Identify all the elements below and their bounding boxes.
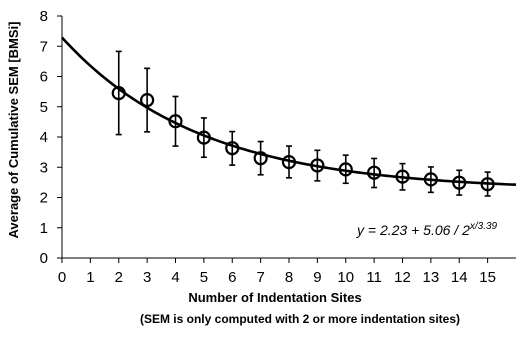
- x-axis-note: (SEM is only computed with 2 or more ind…: [140, 312, 460, 326]
- data-point: [395, 169, 410, 184]
- data-point: [367, 165, 382, 180]
- x-tick-label: 10: [337, 269, 354, 286]
- y-tick-label: 6: [40, 69, 48, 86]
- data-point: [168, 114, 183, 129]
- error-bars: [115, 50, 491, 197]
- data-point: [310, 158, 325, 173]
- data-point: [480, 177, 495, 192]
- data-point: [140, 92, 155, 108]
- y-tick-label: 1: [40, 220, 48, 237]
- x-axis-ticks: 0 1 2 3 4 5 6 7 8 9 10 11 12 13 14 15: [58, 258, 496, 286]
- x-tick-label: 12: [394, 269, 411, 286]
- x-tick-label: 13: [423, 269, 440, 286]
- fit-equation-exponent: x/3.39: [469, 221, 498, 232]
- x-tick-label: 3: [143, 269, 151, 286]
- x-tick-label: 0: [58, 269, 66, 286]
- x-tick-label: 5: [200, 269, 208, 286]
- data-points: [111, 86, 495, 192]
- fit-equation-main: y = 2.23 + 5.06 / 2: [356, 222, 470, 238]
- data-point: [338, 162, 353, 177]
- data-point: [111, 86, 126, 101]
- y-tick-label: 0: [40, 250, 48, 267]
- data-point: [423, 172, 438, 187]
- data-point: [196, 130, 211, 145]
- data-point: [253, 151, 268, 166]
- y-axis-ticks: 0 1 2 3 4 5 6 7 8: [40, 8, 62, 267]
- x-tick-label: 15: [479, 269, 496, 286]
- fit-equation: y = 2.23 + 5.06 / 2x/3.39: [356, 221, 498, 238]
- x-tick-label: 9: [313, 269, 321, 286]
- y-tick-label: 8: [40, 8, 48, 25]
- x-tick-label: 8: [285, 269, 293, 286]
- x-tick-label: 7: [256, 269, 264, 286]
- y-tick-label: 7: [40, 38, 48, 55]
- data-point: [281, 155, 297, 170]
- x-tick-label: 11: [366, 269, 382, 286]
- y-tick-label: 2: [40, 190, 48, 207]
- y-axis-label: Average of Cumulative SEM [BMSi]: [6, 22, 21, 239]
- x-axis-label: Number of Indentation Sites: [188, 290, 361, 305]
- x-tick-label: 4: [171, 269, 179, 286]
- x-tick-label: 14: [451, 269, 468, 286]
- data-point: [452, 175, 467, 190]
- x-tick-label: 1: [86, 269, 94, 286]
- y-tick-label: 5: [40, 99, 48, 116]
- data-point: [225, 141, 240, 156]
- x-tick-label: 2: [115, 269, 123, 286]
- y-tick-label: 4: [40, 129, 48, 146]
- x-tick-label: 6: [228, 269, 236, 286]
- y-tick-label: 3: [40, 159, 48, 176]
